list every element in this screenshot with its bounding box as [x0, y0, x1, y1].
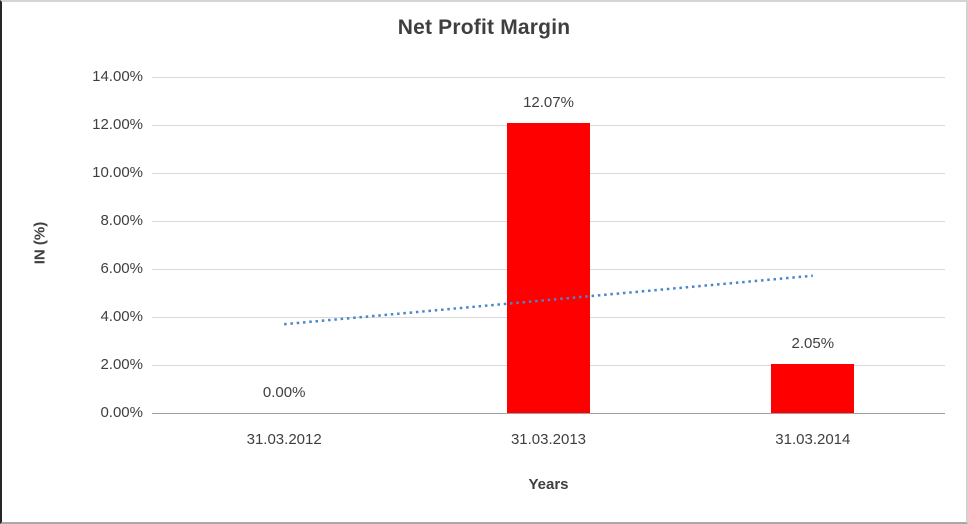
y-tick-label: 4.00% — [100, 308, 143, 325]
x-tick-label: 31.03.2012 — [246, 431, 322, 448]
x-tick-label: 31.03.2013 — [510, 431, 587, 448]
data-label: 12.07% — [523, 94, 574, 112]
y-tick-label: 12.00% — [92, 116, 143, 133]
data-label: 2.05% — [791, 334, 835, 352]
y-tick-label: 8.00% — [100, 212, 143, 229]
bar — [771, 363, 855, 413]
y-tick-label: 6.00% — [100, 260, 143, 277]
x-tick-label: 31.03.2014 — [775, 431, 851, 448]
plot-area: 0.00% 12.07% 2.05% — [152, 77, 945, 414]
data-label: 0.00% — [262, 384, 306, 401]
y-tick-label: 10.00% — [92, 164, 143, 181]
y-tick-label: 2.00% — [100, 356, 143, 373]
y-tick-label: 0.00% — [100, 404, 143, 421]
x-axis-title: Years — [528, 476, 569, 493]
bar — [507, 123, 590, 413]
gridline — [152, 77, 945, 78]
chart-title: Net Profit Margin — [397, 16, 571, 39]
x-axis-line — [152, 413, 945, 414]
y-tick-label: 14.00% — [92, 68, 143, 85]
